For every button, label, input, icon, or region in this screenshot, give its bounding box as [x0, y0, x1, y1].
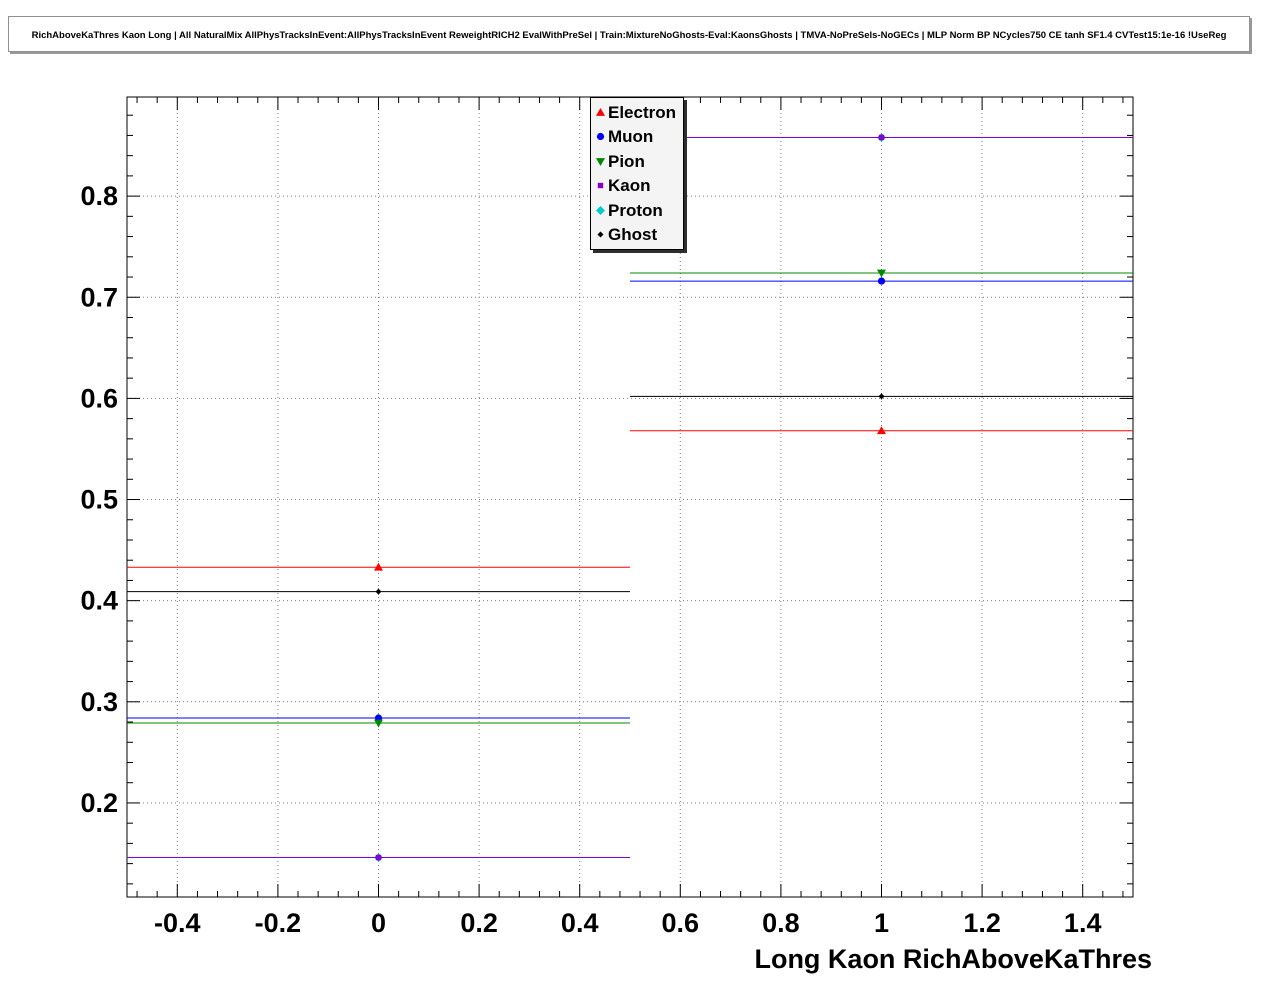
- series-electron: [127, 426, 1133, 571]
- y-tick-label: 0.5: [80, 485, 118, 515]
- x-axis-title: Long Kaon RichAboveKaThres: [754, 944, 1152, 974]
- plot-title: RichAboveKaThres Kaon Long | All Natural…: [31, 30, 1227, 41]
- muon-marker-icon: [594, 130, 607, 143]
- legend-entry-pion: Pion: [594, 149, 683, 174]
- pion-marker-icon: [594, 155, 607, 168]
- series-muon: [127, 277, 1133, 722]
- legend-label: Electron: [608, 102, 677, 122]
- legend-label: Proton: [608, 200, 663, 220]
- x-tick-label: 1: [874, 908, 889, 938]
- x-tick-label: 0.6: [662, 908, 700, 938]
- x-tick-label: 0.4: [561, 908, 599, 938]
- x-tick-labels: -0.4 -0.2 0 0.2 0.4 0.6 0.8 1 1.2 1.4: [154, 908, 1101, 938]
- legend-label: Ghost: [608, 225, 658, 245]
- series-kaon: [127, 134, 1133, 861]
- x-tick-label: 1.2: [963, 908, 1001, 938]
- legend-label: Kaon: [608, 176, 651, 196]
- x-tick-label: -0.2: [255, 908, 302, 938]
- proton-marker-icon: [594, 204, 607, 217]
- x-tick-label: 0: [371, 908, 386, 938]
- y-tick-label: 0.6: [80, 383, 118, 413]
- legend-box: Electron Muon Pion Kaon Proton Ghost: [590, 97, 684, 250]
- y-tick-label: 0.7: [80, 282, 118, 312]
- x-tick-label: 0.8: [762, 908, 800, 938]
- legend-label: Muon: [608, 127, 654, 147]
- legend-entry-proton: Proton: [594, 198, 683, 223]
- legend-entry-electron: Electron: [594, 100, 683, 125]
- electron-marker-icon: [594, 106, 607, 119]
- grid-lines: [127, 97, 1133, 897]
- x-tick-label: 1.4: [1064, 908, 1102, 938]
- y-tick-label: 0.3: [80, 687, 118, 717]
- y-tick-label: 0.2: [80, 788, 118, 818]
- legend-entry-kaon: Kaon: [594, 174, 683, 199]
- y-tick-labels: 0.2 0.3 0.4 0.5 0.6 0.7 0.8: [80, 181, 118, 818]
- y-tick-label: 0.4: [80, 586, 118, 616]
- kaon-marker-icon: [594, 179, 607, 192]
- axis-ticks: [127, 97, 1133, 897]
- legend-label: Pion: [608, 151, 645, 171]
- title-box: RichAboveKaThres Kaon Long | All Natural…: [8, 16, 1250, 52]
- series-pion: [127, 269, 1133, 728]
- legend-entry-ghost: Ghost: [594, 223, 683, 248]
- legend-entry-muon: Muon: [594, 125, 683, 150]
- series-ghost: [127, 393, 1133, 595]
- ghost-marker-icon: [594, 228, 607, 241]
- y-tick-label: 0.8: [80, 181, 118, 211]
- x-tick-label: 0.2: [460, 908, 498, 938]
- x-tick-label: -0.4: [154, 908, 201, 938]
